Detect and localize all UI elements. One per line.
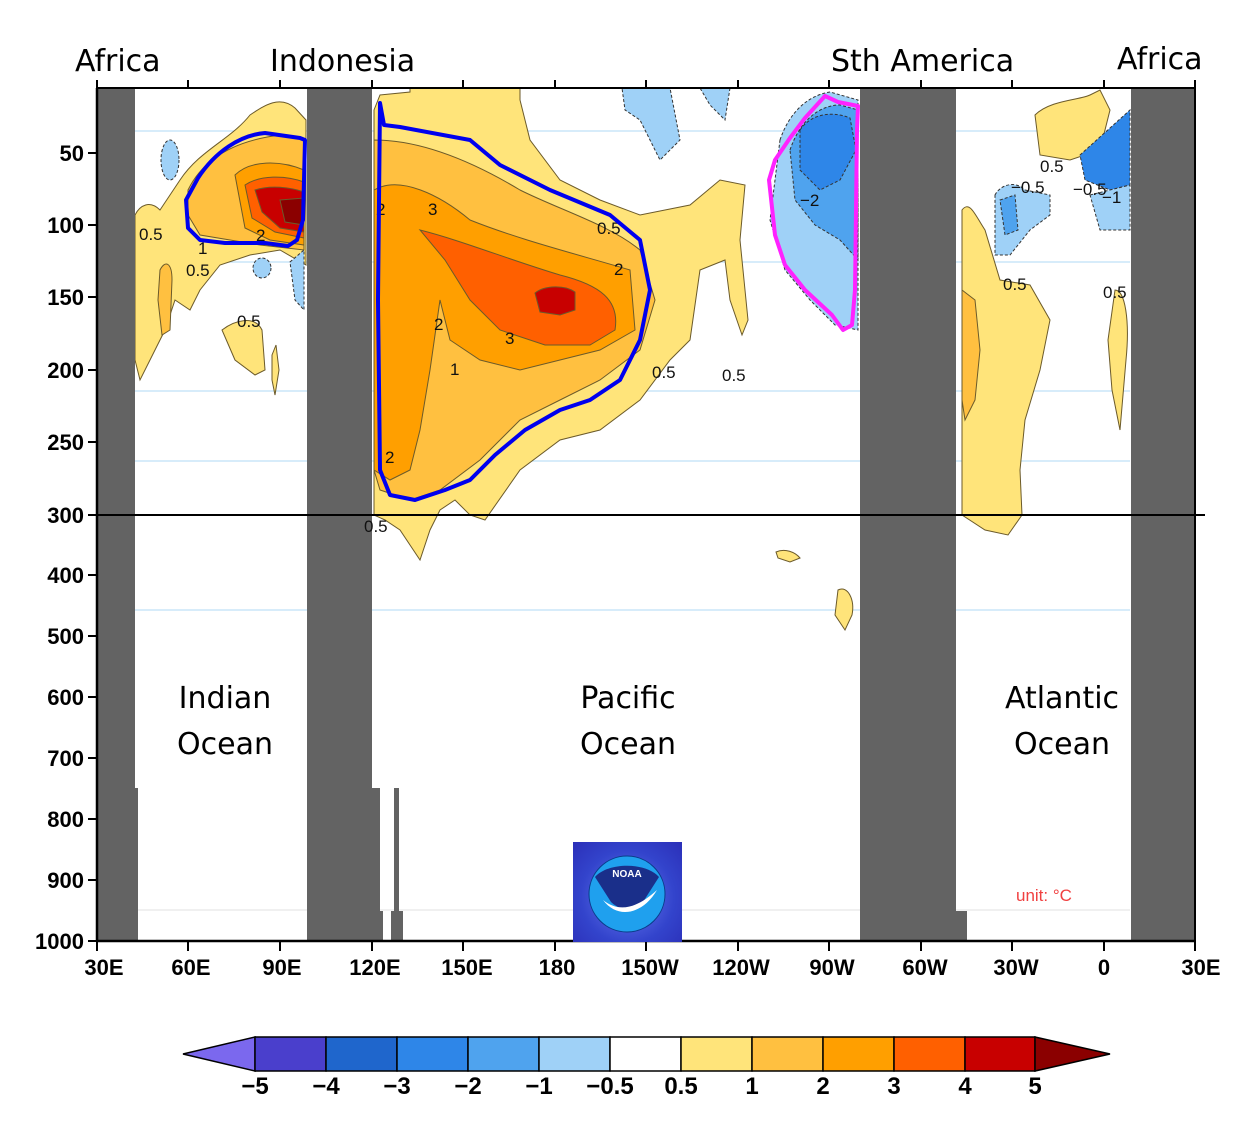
svg-text:400: 400 [47,563,84,588]
contour-labels: 0.5 1 0.5 2 0.5 2 3 0.5 2 2 3 1 2 0.5 0.… [139,157,1127,536]
svg-text:2: 2 [816,1073,829,1100]
svg-text:4: 4 [958,1073,972,1100]
svg-text:1000: 1000 [35,929,84,954]
svg-text:500: 500 [47,624,84,649]
svg-text:1: 1 [745,1073,758,1100]
svg-text:0.5: 0.5 [186,261,210,280]
land-mask-indonesia-sliver [394,788,399,941]
svg-text:−0.5: −0.5 [1011,178,1045,197]
svg-text:0.5: 0.5 [364,517,388,536]
colorbar-extend-low [182,1036,256,1072]
svg-text:1: 1 [450,360,459,379]
svg-text:90E: 90E [262,955,301,980]
svg-text:700: 700 [47,746,84,771]
svg-text:−2: −2 [800,191,819,210]
x-axis: 30E 60E 90E 120E 150E 180 150W 120W 90W … [84,80,1221,980]
svg-text:0.5: 0.5 [237,312,261,331]
colorbar-labels: −5 −4 −3 −2 −1 −0.5 0.5 1 2 3 4 5 [241,1073,1041,1100]
svg-text:150E: 150E [441,955,492,980]
svg-text:120E: 120E [349,955,400,980]
svg-text:0: 0 [1098,955,1110,980]
region-label-africa-left: Africa [75,44,161,79]
svg-text:1: 1 [198,239,207,258]
svg-text:100: 100 [47,213,84,238]
region-label-africa-right: Africa [1117,42,1203,77]
ocean-label-pacific-line2: Ocean [580,727,676,762]
svg-text:0.5: 0.5 [1103,283,1127,302]
svg-text:−4: −4 [312,1073,340,1100]
svg-text:300: 300 [47,503,84,528]
ocean-label-indian-line1: Indian [178,681,272,716]
svg-text:0.5: 0.5 [664,1073,697,1100]
atlantic-negative [994,108,1131,256]
svg-text:90W: 90W [809,955,854,980]
noaa-logo-icon: NOAA [588,855,666,933]
svg-text:5: 5 [1028,1073,1041,1100]
svg-text:0.5: 0.5 [1040,157,1064,176]
ocean-label-atlantic-line2: Ocean [1014,727,1110,762]
svg-text:3: 3 [428,200,437,219]
svg-text:−3: −3 [383,1073,410,1100]
eastern-pacific-highlight-outline [767,94,860,332]
pacific-highlight-outline [376,101,652,502]
svg-text:−1: −1 [1102,188,1121,207]
colorbar-extend-high [1034,1036,1111,1072]
ocean-label-indian: Indian Ocean [165,676,285,768]
svg-text:30E: 30E [1181,955,1220,980]
eastern-pacific-anomaly [621,87,859,331]
svg-text:800: 800 [47,807,84,832]
atlantic-anomaly [961,89,1128,536]
svg-text:0.5: 0.5 [722,366,746,385]
unit-label: unit: °C [1016,886,1072,905]
colorbar [182,1036,1111,1072]
svg-text:3: 3 [505,329,514,348]
noaa-logo: NOAA [573,842,682,942]
indian-highlight-outline [184,131,307,248]
ocean-label-atlantic: Atlantic Ocean [996,676,1128,768]
region-label-south-america: Sth America [831,44,1015,79]
svg-text:60W: 60W [902,955,947,980]
svg-text:50: 50 [60,141,84,166]
svg-text:2: 2 [385,448,394,467]
svg-text:−1: −1 [525,1073,552,1100]
svg-text:180: 180 [539,955,576,980]
svg-text:150W: 150W [621,955,679,980]
svg-text:2: 2 [614,260,623,279]
svg-text:2: 2 [434,315,443,334]
svg-text:600: 600 [47,685,84,710]
svg-text:250: 250 [47,430,84,455]
y-axis: 50 100 150 200 250 300 400 500 600 700 8… [35,141,97,954]
svg-text:30E: 30E [84,955,123,980]
ocean-label-pacific: Pacific Ocean [565,676,691,768]
ocean-label-indian-line2: Ocean [177,727,273,762]
svg-text:−2: −2 [454,1073,481,1100]
svg-text:2: 2 [256,226,265,245]
indian-negative-blobs [160,139,305,312]
region-label-indonesia: Indonesia [270,44,416,79]
ocean-label-atlantic-line1: Atlantic [1004,681,1120,716]
pacific-anomaly [373,87,854,632]
svg-text:30W: 30W [993,955,1038,980]
svg-text:0.5: 0.5 [652,363,676,382]
svg-text:120W: 120W [712,955,770,980]
svg-text:60E: 60E [171,955,210,980]
svg-text:NOAA: NOAA [612,869,641,880]
svg-text:0.5: 0.5 [1003,275,1027,294]
svg-text:−0.5: −0.5 [1073,180,1107,199]
svg-text:0.5: 0.5 [139,225,163,244]
svg-text:200: 200 [47,358,84,383]
svg-text:0.5: 0.5 [597,219,621,238]
svg-text:900: 900 [47,868,84,893]
svg-text:3: 3 [887,1073,900,1100]
svg-text:−0.5: −0.5 [586,1073,633,1100]
svg-text:−5: −5 [241,1073,268,1100]
ocean-label-pacific-line1: Pacific [580,681,676,716]
svg-text:150: 150 [47,285,84,310]
